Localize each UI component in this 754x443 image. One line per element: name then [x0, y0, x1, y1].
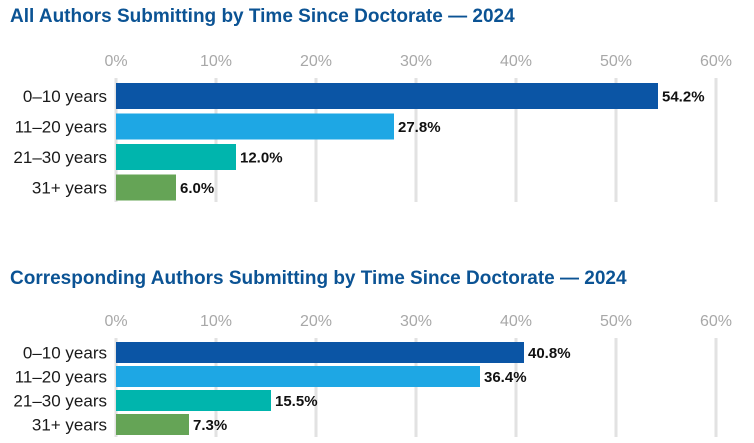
data-label: 27.8%: [398, 119, 441, 136]
category-label: 11–20 years: [15, 118, 107, 137]
x-tick-label: 0%: [104, 53, 127, 70]
category-label: 31+ years: [32, 179, 107, 198]
data-label: 36.4%: [484, 369, 527, 386]
bar-3: [116, 414, 189, 435]
bar-chart: 0% 10% 20% 30% 40% 50% 60% 0–10 years 40.8% 11–20…: [13, 313, 732, 437]
data-label: 7.3%: [193, 417, 227, 434]
x-tick-label: 30%: [400, 313, 432, 330]
x-tick-label: 10%: [200, 53, 232, 70]
data-label: 54.2%: [662, 89, 705, 106]
chart-panel-corresponding-authors: Corresponding Authors Submitting by Time…: [0, 262, 754, 443]
x-tick-label: 40%: [500, 313, 532, 330]
bar-2: [116, 144, 236, 170]
data-label: 6.0%: [180, 180, 214, 197]
category-label: 11–20 years: [15, 368, 107, 387]
x-tick-label: 0%: [104, 313, 127, 330]
bar-1: [116, 113, 394, 140]
x-tick-label: 10%: [200, 313, 232, 330]
x-tick-label: 60%: [700, 313, 732, 330]
category-label: 31+ years: [32, 416, 107, 435]
x-tick-label: 20%: [300, 53, 332, 70]
x-tick-label: 40%: [500, 53, 532, 70]
x-tick-label: 60%: [700, 53, 732, 70]
category-label: 21–30 years: [13, 148, 107, 167]
chart-panel-all-authors: All Authors Submitting by Time Since Doc…: [0, 0, 754, 220]
chart-title: Corresponding Authors Submitting by Time…: [10, 268, 627, 289]
x-tick-label: 50%: [600, 313, 632, 330]
category-label: 0–10 years: [23, 344, 107, 363]
chart-title: All Authors Submitting by Time Since Doc…: [10, 6, 515, 27]
bar-2: [116, 390, 271, 411]
data-label: 12.0%: [240, 150, 283, 167]
x-tick-label: 50%: [600, 53, 632, 70]
x-tick-label: 20%: [300, 313, 332, 330]
data-label: 40.8%: [528, 345, 571, 362]
data-label: 15.5%: [275, 393, 318, 410]
bar-0: [116, 83, 658, 109]
bar-chart: 0% 10% 20% 30% 40% 50% 60% 0–10 years 54.2% 11–20…: [13, 53, 732, 202]
category-label: 21–30 years: [13, 392, 107, 411]
bar-0: [116, 342, 524, 363]
bar-3: [116, 174, 176, 201]
bar-1: [116, 366, 480, 387]
category-label: 0–10 years: [23, 87, 107, 106]
x-tick-label: 30%: [400, 53, 432, 70]
